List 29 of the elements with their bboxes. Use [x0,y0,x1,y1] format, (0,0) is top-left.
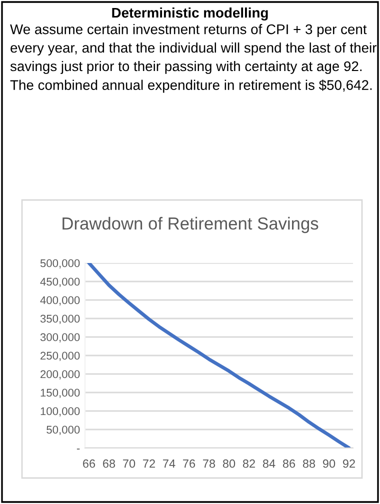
text: We assume certain investment returns of CPI + 3 per cent every year, and that the individual will spend the last of their savings just prior to their passing with certainty at age 92. The combined annual expenditure in retirement is $50,642. [10,24,376,93]
chart-title: Drawdown of Retirement Savings [62,216,318,234]
x-tick-label: 72 [143,459,155,468]
y-tick-label: 350,000 [40,314,80,324]
y-tick-label: 450,000 [40,278,80,287]
x-tick-label: 86 [282,459,296,468]
x-tick-label: 82 [242,459,255,468]
y-tick-label: 150,000 [40,388,80,398]
x-tick-label: 76 [183,459,196,468]
y-tick-label: 400,000 [40,296,80,306]
line-series [87,263,351,448]
x-tick-label: 80 [222,459,236,468]
y-tick-label: 300,000 [40,333,80,342]
x-tick-label: 74 [163,460,176,468]
y-tick-label: - [76,448,80,450]
x-tick-label: 92 [342,459,355,468]
text: Deterministic modelling [112,7,268,21]
y-tick-label: 500,000 [40,259,80,268]
x-tick-label: 66 [83,459,96,468]
x-tick-label: 78 [203,459,216,468]
x-tick-label: 68 [103,459,116,468]
x-tick-label: 88 [302,459,316,468]
y-tick-label: 100,000 [40,407,80,416]
x-tick-label: 70 [123,459,136,468]
x-tick-label: 90 [322,459,336,468]
y-tick-label: 50,000 [46,426,80,435]
y-tick-label: 250,000 [40,352,80,361]
y-tick-label: 200,000 [40,370,80,380]
x-tick-label: 84 [262,459,276,468]
